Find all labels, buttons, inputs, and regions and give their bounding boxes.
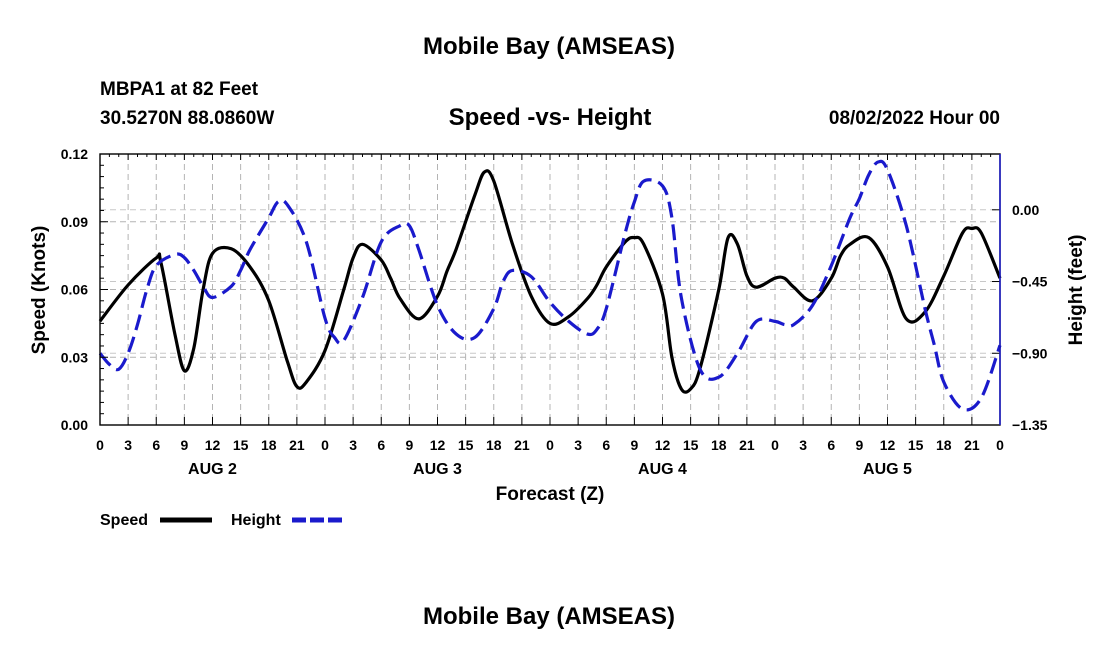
x-tick-label: 21 [289, 437, 305, 453]
y-left-tick-label: 0.12 [61, 146, 88, 162]
chart-title: Speed -vs- Height [449, 104, 652, 131]
x-tick-label: 3 [349, 437, 357, 453]
x-tick-label: 0 [321, 437, 329, 453]
page-title: Mobile Bay (AMSEAS) [423, 33, 675, 60]
x-axis-label: Forecast (Z) [496, 484, 605, 505]
axis-ticks: 0 3 6 9 12 15 18 21 0 3 6 9 12 15 18 21 0 3 6 9 12 15 18 21 0 3 6 9… [61, 146, 1048, 478]
x-tick-label: 18 [711, 437, 727, 453]
legend-speed-label: Speed [100, 512, 148, 529]
y-right-tick-label: 0.00 [1012, 202, 1039, 218]
x-tick-label: 0 [771, 437, 779, 453]
x-tick-label: 21 [739, 437, 755, 453]
x-tick-label: 3 [124, 437, 132, 453]
x-tick-label: 15 [458, 437, 474, 453]
y-left-tick-label: 0.06 [61, 282, 88, 298]
x-tick-label: 3 [574, 437, 582, 453]
y-right-tick-label: −0.45 [1012, 274, 1048, 290]
y-right-tick-label: −1.35 [1012, 417, 1048, 433]
x-tick-label: 15 [233, 437, 249, 453]
x-tick-label: 15 [683, 437, 699, 453]
x-tick-label: 9 [630, 437, 638, 453]
series-line-speed [98, 169, 1002, 394]
x-day-label: AUG 5 [863, 461, 912, 478]
station-coords: 30.5270N 88.0860W [100, 108, 274, 129]
forecast-datetime: 08/02/2022 Hour 00 [829, 108, 1000, 129]
x-tick-label: 12 [205, 437, 221, 453]
y-left-tick-label: 0.00 [61, 417, 88, 433]
x-tick-label: 12 [430, 437, 446, 453]
series-line-height [98, 159, 1002, 412]
x-tick-label: 18 [261, 437, 277, 453]
x-tick-label: 15 [908, 437, 924, 453]
y-axis-left-label: Speed (Knots) [29, 226, 50, 355]
y-left-tick-label: 0.03 [61, 349, 88, 365]
x-tick-label: 6 [827, 437, 835, 453]
x-tick-label: 12 [655, 437, 671, 453]
x-tick-label: 9 [855, 437, 863, 453]
y-axis-right-label: Height (feet) [1066, 235, 1087, 346]
x-tick-label: 9 [405, 437, 413, 453]
page-title-bottom: Mobile Bay (AMSEAS) [423, 603, 675, 630]
grid [100, 154, 1000, 425]
x-tick-label: 18 [486, 437, 502, 453]
x-tick-label: 0 [96, 437, 104, 453]
series-layer [98, 159, 1002, 412]
x-tick-label: 6 [602, 437, 610, 453]
station-name: MBPA1 at 82 Feet [100, 79, 259, 100]
x-tick-label: 21 [964, 437, 980, 453]
x-tick-label: 6 [377, 437, 385, 453]
x-tick-label: 0 [546, 437, 554, 453]
x-tick-label: 21 [514, 437, 530, 453]
y-right-tick-label: −0.90 [1012, 345, 1048, 361]
x-tick-label: 18 [936, 437, 952, 453]
x-tick-label: 12 [880, 437, 896, 453]
x-tick-label: 3 [799, 437, 807, 453]
x-tick-label: 0 [996, 437, 1004, 453]
legend-height-label: Height [231, 512, 281, 529]
x-tick-label: 6 [152, 437, 160, 453]
x-day-label: AUG 3 [413, 461, 462, 478]
x-day-label: AUG 4 [638, 461, 687, 478]
x-tick-label: 9 [180, 437, 188, 453]
legend: Speed Height [100, 512, 343, 529]
x-day-label: AUG 2 [188, 461, 237, 478]
y-left-tick-label: 0.09 [61, 214, 88, 230]
